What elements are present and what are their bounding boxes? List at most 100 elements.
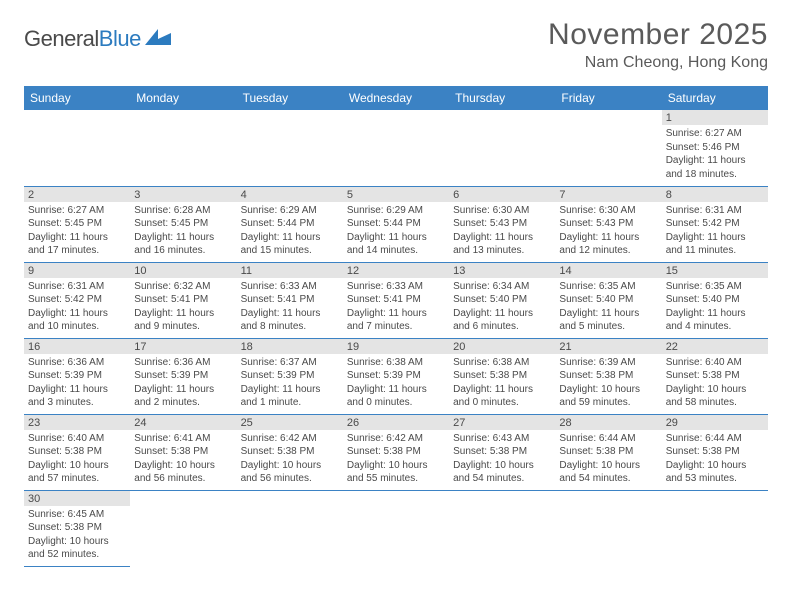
daylight-text: Daylight: 11 hours and 12 minutes. [559,231,657,258]
weekday-header: Thursday [449,86,555,110]
day-number: 27 [449,415,555,430]
sunset-text: Sunset: 5:39 PM [28,369,126,383]
calendar-cell [449,490,555,566]
calendar-row: 23Sunrise: 6:40 AMSunset: 5:38 PMDayligh… [24,414,768,490]
daylight-text: Daylight: 11 hours and 1 minute. [241,383,339,410]
calendar-cell: 29Sunrise: 6:44 AMSunset: 5:38 PMDayligh… [662,414,768,490]
calendar-cell [555,110,661,186]
day-number: 25 [237,415,343,430]
daylight-text: Daylight: 11 hours and 15 minutes. [241,231,339,258]
weekday-header: Tuesday [237,86,343,110]
calendar-cell: 19Sunrise: 6:38 AMSunset: 5:39 PMDayligh… [343,338,449,414]
day-data: Sunrise: 6:44 AMSunset: 5:38 PMDaylight:… [662,430,768,489]
day-number: 8 [662,187,768,202]
calendar-cell [130,110,236,186]
day-data: Sunrise: 6:38 AMSunset: 5:38 PMDaylight:… [449,354,555,413]
sunset-text: Sunset: 5:38 PM [241,445,339,459]
sunrise-text: Sunrise: 6:38 AM [347,356,445,370]
calendar-cell: 15Sunrise: 6:35 AMSunset: 5:40 PMDayligh… [662,262,768,338]
day-number: 5 [343,187,449,202]
calendar-row: 1Sunrise: 6:27 AMSunset: 5:46 PMDaylight… [24,110,768,186]
day-data: Sunrise: 6:41 AMSunset: 5:38 PMDaylight:… [130,430,236,489]
sunset-text: Sunset: 5:41 PM [134,293,232,307]
sunrise-text: Sunrise: 6:28 AM [134,204,232,218]
sunrise-text: Sunrise: 6:35 AM [666,280,764,294]
day-number: 17 [130,339,236,354]
calendar-cell [237,490,343,566]
logo-word1: General [24,26,99,51]
day-data: Sunrise: 6:34 AMSunset: 5:40 PMDaylight:… [449,278,555,337]
day-data: Sunrise: 6:30 AMSunset: 5:43 PMDaylight:… [449,202,555,261]
sunset-text: Sunset: 5:38 PM [28,521,126,535]
day-data: Sunrise: 6:32 AMSunset: 5:41 PMDaylight:… [130,278,236,337]
daylight-text: Daylight: 11 hours and 2 minutes. [134,383,232,410]
daylight-text: Daylight: 10 hours and 52 minutes. [28,535,126,562]
calendar-cell [343,490,449,566]
calendar-cell [237,110,343,186]
day-number: 6 [449,187,555,202]
calendar-body: 1Sunrise: 6:27 AMSunset: 5:46 PMDaylight… [24,110,768,566]
sunset-text: Sunset: 5:39 PM [134,369,232,383]
sunset-text: Sunset: 5:38 PM [453,445,551,459]
header: GeneralBlue November 2025 Nam Cheong, Ho… [24,18,768,72]
calendar-cell: 3Sunrise: 6:28 AMSunset: 5:45 PMDaylight… [130,186,236,262]
sunset-text: Sunset: 5:45 PM [28,217,126,231]
calendar-cell: 24Sunrise: 6:41 AMSunset: 5:38 PMDayligh… [130,414,236,490]
sunset-text: Sunset: 5:38 PM [28,445,126,459]
day-data: Sunrise: 6:39 AMSunset: 5:38 PMDaylight:… [555,354,661,413]
sunset-text: Sunset: 5:46 PM [666,141,764,155]
day-data: Sunrise: 6:29 AMSunset: 5:44 PMDaylight:… [237,202,343,261]
day-number: 7 [555,187,661,202]
calendar-cell: 1Sunrise: 6:27 AMSunset: 5:46 PMDaylight… [662,110,768,186]
calendar-row: 16Sunrise: 6:36 AMSunset: 5:39 PMDayligh… [24,338,768,414]
location-label: Nam Cheong, Hong Kong [548,54,768,72]
day-number: 10 [130,263,236,278]
sunset-text: Sunset: 5:41 PM [347,293,445,307]
day-data: Sunrise: 6:45 AMSunset: 5:38 PMDaylight:… [24,506,130,565]
title-block: November 2025 Nam Cheong, Hong Kong [548,18,768,72]
daylight-text: Daylight: 10 hours and 59 minutes. [559,383,657,410]
sunset-text: Sunset: 5:38 PM [134,445,232,459]
calendar-cell: 28Sunrise: 6:44 AMSunset: 5:38 PMDayligh… [555,414,661,490]
sunset-text: Sunset: 5:44 PM [241,217,339,231]
sunrise-text: Sunrise: 6:35 AM [559,280,657,294]
day-number: 16 [24,339,130,354]
daylight-text: Daylight: 11 hours and 14 minutes. [347,231,445,258]
sunrise-text: Sunrise: 6:40 AM [28,432,126,446]
day-data: Sunrise: 6:40 AMSunset: 5:38 PMDaylight:… [24,430,130,489]
calendar-cell [662,490,768,566]
sunset-text: Sunset: 5:40 PM [453,293,551,307]
calendar-cell: 2Sunrise: 6:27 AMSunset: 5:45 PMDaylight… [24,186,130,262]
calendar-cell: 16Sunrise: 6:36 AMSunset: 5:39 PMDayligh… [24,338,130,414]
day-number: 2 [24,187,130,202]
sunset-text: Sunset: 5:44 PM [347,217,445,231]
calendar-cell: 12Sunrise: 6:33 AMSunset: 5:41 PMDayligh… [343,262,449,338]
calendar-cell: 21Sunrise: 6:39 AMSunset: 5:38 PMDayligh… [555,338,661,414]
day-data: Sunrise: 6:36 AMSunset: 5:39 PMDaylight:… [24,354,130,413]
calendar-cell: 26Sunrise: 6:42 AMSunset: 5:38 PMDayligh… [343,414,449,490]
day-number: 23 [24,415,130,430]
sunrise-text: Sunrise: 6:33 AM [347,280,445,294]
weekday-header: Sunday [24,86,130,110]
calendar-cell: 30Sunrise: 6:45 AMSunset: 5:38 PMDayligh… [24,490,130,566]
calendar-table: Sunday Monday Tuesday Wednesday Thursday… [24,86,768,567]
calendar-row: 9Sunrise: 6:31 AMSunset: 5:42 PMDaylight… [24,262,768,338]
page-title: November 2025 [548,18,768,52]
day-data: Sunrise: 6:38 AMSunset: 5:39 PMDaylight:… [343,354,449,413]
daylight-text: Daylight: 11 hours and 0 minutes. [347,383,445,410]
calendar-row: 2Sunrise: 6:27 AMSunset: 5:45 PMDaylight… [24,186,768,262]
day-data: Sunrise: 6:30 AMSunset: 5:43 PMDaylight:… [555,202,661,261]
calendar-cell: 18Sunrise: 6:37 AMSunset: 5:39 PMDayligh… [237,338,343,414]
day-data: Sunrise: 6:35 AMSunset: 5:40 PMDaylight:… [662,278,768,337]
daylight-text: Daylight: 11 hours and 7 minutes. [347,307,445,334]
calendar-cell: 14Sunrise: 6:35 AMSunset: 5:40 PMDayligh… [555,262,661,338]
calendar-cell: 13Sunrise: 6:34 AMSunset: 5:40 PMDayligh… [449,262,555,338]
day-number: 20 [449,339,555,354]
weekday-header: Saturday [662,86,768,110]
calendar-cell [130,490,236,566]
sunrise-text: Sunrise: 6:29 AM [241,204,339,218]
day-data: Sunrise: 6:28 AMSunset: 5:45 PMDaylight:… [130,202,236,261]
sunset-text: Sunset: 5:42 PM [666,217,764,231]
sunrise-text: Sunrise: 6:40 AM [666,356,764,370]
daylight-text: Daylight: 11 hours and 5 minutes. [559,307,657,334]
